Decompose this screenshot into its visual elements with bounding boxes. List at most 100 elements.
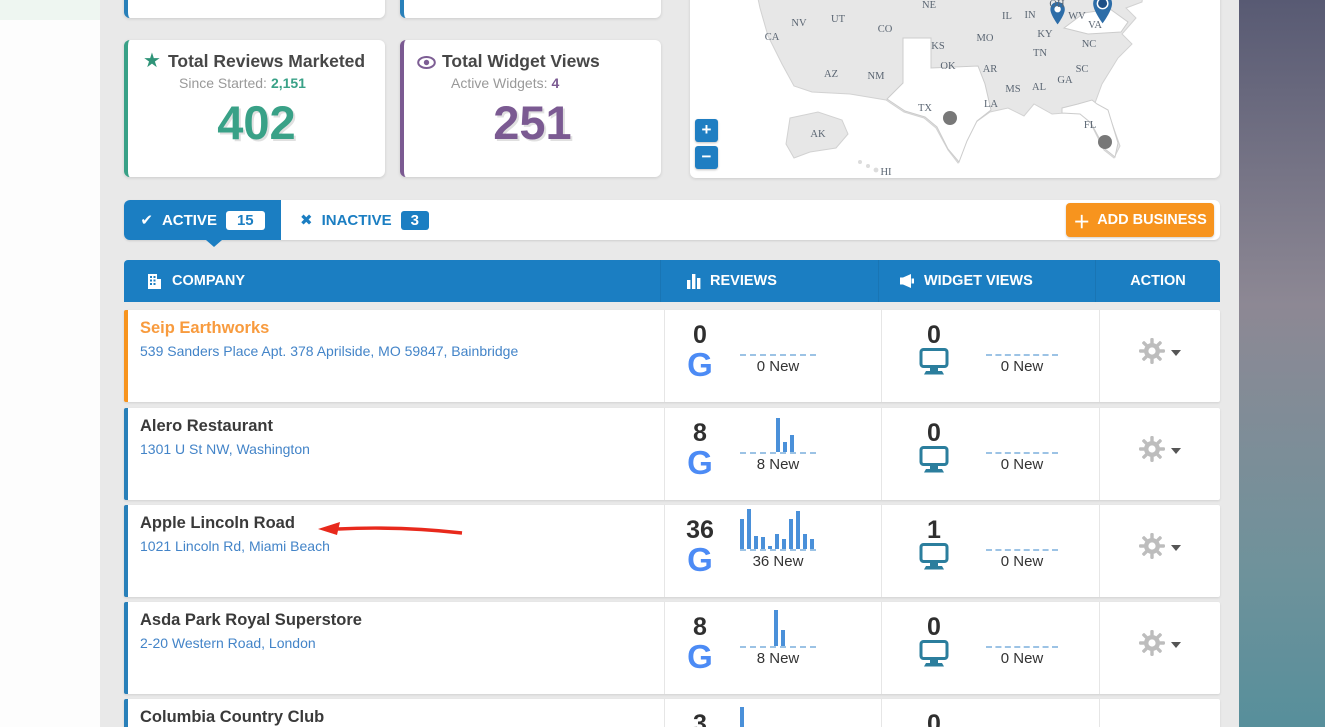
reviews-baseline xyxy=(740,646,816,648)
reviews-baseline xyxy=(740,452,816,454)
google-icon: G xyxy=(687,541,713,578)
svg-text:KS: KS xyxy=(931,41,945,52)
reviews-new-count: 8 New xyxy=(756,650,800,667)
map-pin-cluster-east xyxy=(1093,0,1113,24)
widget-new-count: 0 New xyxy=(1000,553,1044,570)
google-icon: G xyxy=(687,444,713,481)
widget-new-count: 0 New xyxy=(1000,456,1044,473)
gear-icon[interactable] xyxy=(1138,629,1166,662)
chevron-down-icon[interactable] xyxy=(1171,642,1181,648)
table-header: COMPANY REVIEWS WIDGET VIEWS ACTION xyxy=(124,260,1220,302)
business-name[interactable]: Asda Park Royal Superstore xyxy=(140,611,362,629)
widget-total: 0 xyxy=(927,613,941,641)
chevron-down-icon[interactable] xyxy=(1171,448,1181,454)
svg-text:OH: OH xyxy=(1049,0,1065,10)
total-widget-views-value: 251 xyxy=(493,96,572,149)
reviews-total: 8 xyxy=(693,613,707,641)
business-row[interactable]: Asda Park Royal Superstore 2-20 Western … xyxy=(124,602,1220,694)
svg-text:HI: HI xyxy=(880,167,892,178)
us-map-canvas[interactable]: CA NV UT CO AZ NM KS OK TX NE MO AR LA MS AL TN KY IL IN OH… xyxy=(690,0,1220,178)
us-map-alaska xyxy=(785,111,849,159)
monitor-icon xyxy=(919,348,949,380)
eye-icon xyxy=(417,56,436,74)
svg-text:GA: GA xyxy=(1057,75,1073,86)
reviews-new-count: 8 New xyxy=(756,456,800,473)
svg-text:SC: SC xyxy=(1076,64,1089,75)
column-header-action: ACTION xyxy=(1095,260,1220,302)
gear-icon[interactable] xyxy=(1138,532,1166,565)
business-name[interactable]: Columbia Country Club xyxy=(140,708,325,726)
business-row[interactable]: Columbia Country Club 3 0 xyxy=(124,699,1220,727)
since-started-label: Since Started: 2,151 xyxy=(179,75,306,91)
widget-baseline xyxy=(986,549,1058,551)
check-icon: ✔ xyxy=(140,212,153,229)
background-gradient xyxy=(1239,0,1325,727)
tab-inactive[interactable]: ✖ INACTIVE 3 xyxy=(300,200,429,240)
reviews-baseline xyxy=(740,549,816,551)
business-address: 2-20 Western Road, London xyxy=(140,635,316,651)
svg-text:TX: TX xyxy=(918,103,932,114)
svg-text:NV: NV xyxy=(791,18,807,29)
svg-text:NM: NM xyxy=(868,71,886,82)
active-widgets-value: 4 xyxy=(551,75,560,91)
total-widget-views-card: Total Widget Views Active Widgets: 4 251 xyxy=(400,40,661,177)
reviews-new-count: 0 New xyxy=(756,358,800,375)
map-zoom-out-button[interactable]: − xyxy=(695,146,718,169)
reviews-sparkline xyxy=(740,318,816,354)
left-page-margin xyxy=(0,0,100,727)
gear-icon[interactable] xyxy=(1138,435,1166,468)
svg-text:UT: UT xyxy=(831,14,846,25)
partial-card-right xyxy=(400,0,661,18)
monitor-icon xyxy=(919,446,949,478)
monitor-icon xyxy=(919,640,949,672)
svg-text:VA: VA xyxy=(1088,20,1102,31)
state-labels: CA NV UT CO AZ NM KS OK TX NE MO AR LA MS AL TN KY IL IN OH… xyxy=(765,0,1103,178)
svg-text:MS: MS xyxy=(1005,84,1020,95)
business-address: 539 Sanders Place Apt. 378 Aprilside, MO… xyxy=(140,343,519,359)
svg-text:IN: IN xyxy=(1024,10,1035,21)
tab-active[interactable]: ✔ ACTIVE 15 xyxy=(124,200,281,240)
map-zoom-in-button[interactable]: + xyxy=(695,119,718,142)
svg-text:IL: IL xyxy=(1002,11,1012,22)
map-pin-midwest xyxy=(1050,2,1065,25)
us-map-card: CA NV UT CO AZ NM KS OK TX NE MO AR LA MS AL TN KY IL IN OH… xyxy=(690,0,1220,178)
add-business-button[interactable]: ＋ ADD BUSINESS xyxy=(1066,203,1214,237)
business-address: 1301 U St NW, Washington xyxy=(140,441,310,457)
total-reviews-card: ★ Total Reviews Marketed Since Started: 2… xyxy=(124,40,385,177)
state-texas xyxy=(886,37,992,163)
business-name[interactable]: Seip Earthworks xyxy=(140,319,270,337)
widget-baseline xyxy=(986,452,1058,454)
reviews-sparkline xyxy=(740,707,816,727)
inactive-count-badge: 3 xyxy=(400,210,429,230)
reviews-total: 0 xyxy=(693,321,707,349)
reviews-sparkline xyxy=(740,416,816,452)
business-row[interactable]: Apple Lincoln Road 1021 Lincoln Rd, Miam… xyxy=(124,505,1220,597)
active-count-badge: 15 xyxy=(225,210,265,230)
svg-text:CO: CO xyxy=(878,24,893,35)
business-row[interactable]: Seip Earthworks 539 Sanders Place Apt. 3… xyxy=(124,310,1220,402)
total-widget-views-title: Total Widget Views xyxy=(442,51,600,71)
active-widgets-label: Active Widgets: 4 xyxy=(451,75,560,91)
x-icon: ✖ xyxy=(300,212,313,229)
chevron-down-icon[interactable] xyxy=(1171,545,1181,551)
state-virginia xyxy=(1062,8,1129,35)
column-header-widget-views: WIDGET VIEWS xyxy=(878,260,1095,302)
business-row[interactable]: Alero Restaurant 1301 U St NW, Washingto… xyxy=(124,408,1220,500)
active-tab-pointer xyxy=(206,240,222,247)
svg-text:FL: FL xyxy=(1084,120,1096,131)
svg-text:NC: NC xyxy=(1082,39,1097,50)
widget-total: 1 xyxy=(927,516,941,544)
chevron-down-icon[interactable] xyxy=(1171,350,1181,356)
left-page-margin-tint xyxy=(0,0,100,20)
widget-baseline xyxy=(986,646,1058,648)
business-tabs-bar: ✔ ACTIVE 15 ✖ INACTIVE 3 xyxy=(124,200,1220,247)
business-name[interactable]: Alero Restaurant xyxy=(140,417,273,435)
business-name[interactable]: Apple Lincoln Road xyxy=(140,514,295,532)
svg-text:OK: OK xyxy=(940,61,956,72)
widget-baseline xyxy=(986,354,1058,356)
gear-icon[interactable] xyxy=(1138,337,1166,370)
since-started-value: 2,151 xyxy=(270,75,306,91)
reviews-sparkline xyxy=(740,610,816,646)
widget-new-count: 0 New xyxy=(1000,358,1044,375)
total-reviews-value: 402 xyxy=(217,96,296,149)
